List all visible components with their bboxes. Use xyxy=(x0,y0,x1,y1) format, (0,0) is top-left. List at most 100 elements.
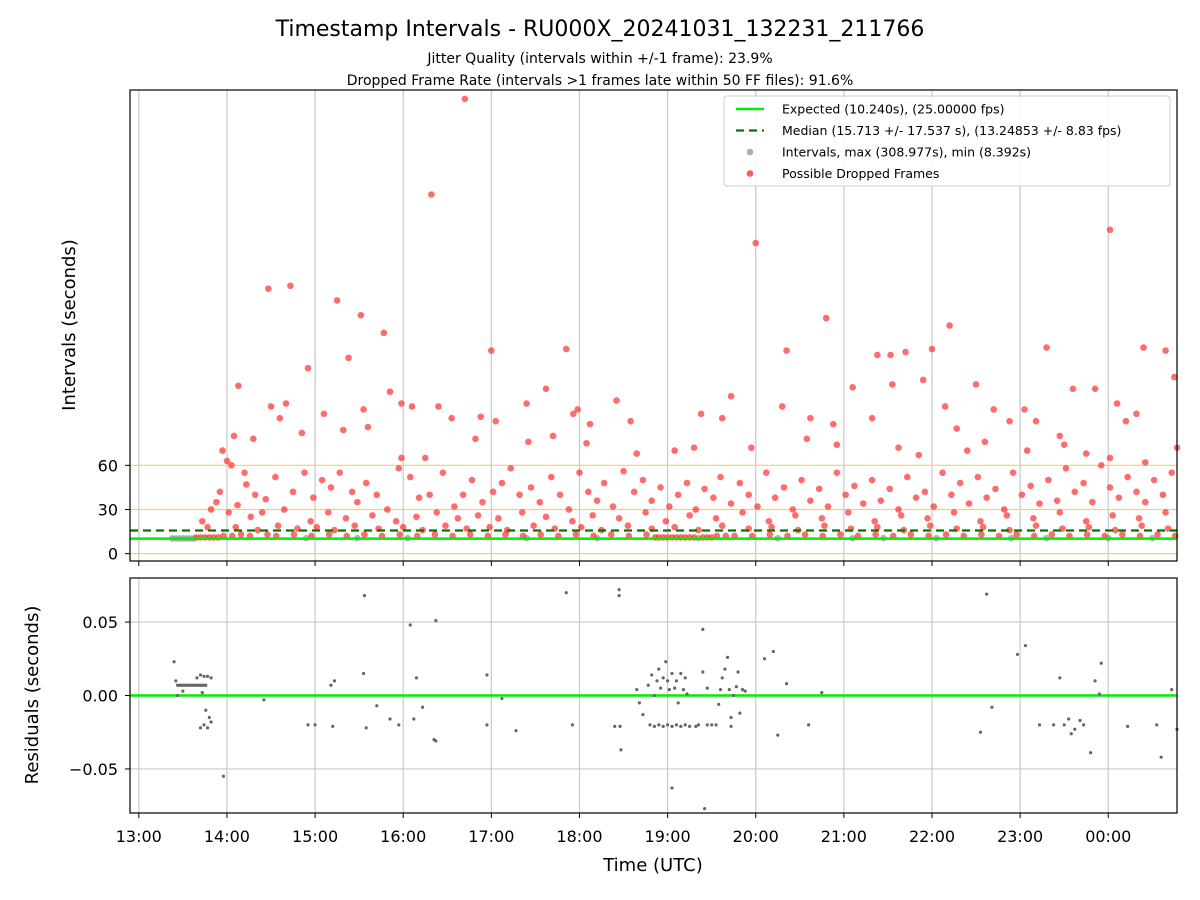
dropped-frame-point xyxy=(495,515,502,522)
dropped-frame-point xyxy=(243,481,250,488)
dropped-frame-point xyxy=(674,491,682,499)
residual-point xyxy=(710,723,714,727)
dropped-frame-point xyxy=(662,517,670,525)
dropped-frame-point xyxy=(406,473,414,481)
dropped-frame-point xyxy=(357,311,365,319)
dropped-frame-point xyxy=(536,498,544,506)
residual-point xyxy=(666,679,670,683)
dropped-frame-point xyxy=(1113,400,1121,407)
dropped-frame-point xyxy=(981,438,989,446)
residual-point xyxy=(776,733,780,737)
dropped-frame-point xyxy=(442,522,449,529)
dropped-frame-point xyxy=(972,381,980,388)
residual-point xyxy=(714,723,718,727)
residual-point xyxy=(1078,718,1082,723)
dropped-frame-point xyxy=(307,517,314,525)
dropped-frame-point xyxy=(364,423,372,431)
residual-point xyxy=(657,723,661,727)
dropped-frame-point xyxy=(454,515,462,522)
dropped-frame-point xyxy=(1138,522,1146,529)
dropped-frame-point xyxy=(572,531,580,538)
residual-point xyxy=(306,723,310,727)
dropped-frame-point xyxy=(479,498,486,506)
dropped-frame-point xyxy=(633,450,641,457)
dropped-frame-point xyxy=(225,509,233,516)
dropped-frame-point xyxy=(1150,476,1158,484)
dropped-frame-point xyxy=(549,432,557,440)
dropped-frame-point xyxy=(451,503,458,510)
dropped-frame-point xyxy=(926,522,934,529)
residual-point xyxy=(198,673,203,677)
x-tick-label: 17:00 xyxy=(468,827,514,846)
x-tick-label: 19:00 xyxy=(645,827,691,846)
residual-point xyxy=(701,627,705,632)
dropped-frame-point xyxy=(542,513,550,521)
residual-point xyxy=(331,724,335,728)
bottom-y-axis-label: Residuals (seconds) xyxy=(22,606,43,785)
residual-point xyxy=(198,726,203,730)
residual-point xyxy=(674,679,679,683)
dropped-frame-point xyxy=(1003,512,1011,519)
x-tick-label: 16:00 xyxy=(380,827,426,846)
dropped-frame-point xyxy=(1069,385,1077,393)
residual-point xyxy=(207,715,211,720)
residual-point xyxy=(1066,717,1071,721)
dropped-frame-point xyxy=(354,498,361,506)
residual-point xyxy=(658,686,663,690)
dropped-frame-point xyxy=(912,494,920,502)
residual-point xyxy=(679,724,683,728)
residual-point xyxy=(514,729,518,733)
dropped-frame-point xyxy=(897,512,905,519)
residual-point xyxy=(1089,751,1093,755)
dropped-frame-point xyxy=(648,497,656,504)
dropped-frame-point xyxy=(1032,522,1040,529)
dropped-frame-point xyxy=(448,414,455,422)
dropped-frame-point xyxy=(287,282,294,290)
residual-point xyxy=(718,688,723,692)
residual-point xyxy=(618,724,622,728)
dropped-frame-point xyxy=(1085,523,1093,531)
residual-point xyxy=(329,683,333,687)
dropped-frame-point xyxy=(754,503,761,510)
dropped-frame-point xyxy=(928,345,936,353)
dropped-frame-point xyxy=(516,491,523,499)
residual-point xyxy=(685,692,689,696)
dropped-frame-point xyxy=(262,495,270,503)
dropped-frame-point xyxy=(498,479,506,487)
dropped-frame-point xyxy=(1027,482,1035,490)
residual-point xyxy=(175,693,180,698)
dropped-frame-point xyxy=(849,384,856,391)
dropped-frame-point xyxy=(895,444,902,451)
residual-point xyxy=(985,592,989,596)
dropped-frame-point xyxy=(620,467,627,475)
residual-point xyxy=(727,688,731,692)
dropped-frame-point xyxy=(466,531,474,538)
residual-point xyxy=(676,701,680,705)
dropped-frame-point xyxy=(766,531,774,538)
top-plot-frame xyxy=(129,89,1178,562)
legend-label: Possible Dropped Frames xyxy=(782,166,939,181)
dropped-frame-point xyxy=(1097,462,1105,469)
dropped-frame-point xyxy=(1168,469,1176,476)
dropped-frame-point xyxy=(318,476,326,484)
dropped-frame-point xyxy=(859,500,867,507)
residual-point xyxy=(652,693,656,698)
residual-point xyxy=(667,688,671,692)
dropped-frame-point xyxy=(362,479,370,487)
top-y-tick-label: 0 xyxy=(108,545,118,564)
dropped-frame-point xyxy=(331,526,338,534)
dropped-frame-point xyxy=(642,509,649,516)
dropped-frame-point xyxy=(717,473,724,481)
dropped-frame-point xyxy=(304,364,312,372)
dropped-frame-point xyxy=(507,464,515,472)
dropped-frame-point xyxy=(1141,498,1149,506)
residual-point xyxy=(784,682,789,686)
dropped-frame-point xyxy=(904,473,911,481)
dropped-frame-point xyxy=(569,517,576,525)
dropped-frame-point xyxy=(586,420,594,428)
residual-point xyxy=(204,683,208,687)
residual-point xyxy=(723,667,727,671)
residual-point xyxy=(1170,688,1174,692)
dropped-frame-point xyxy=(657,484,664,491)
residual-point xyxy=(807,723,811,727)
